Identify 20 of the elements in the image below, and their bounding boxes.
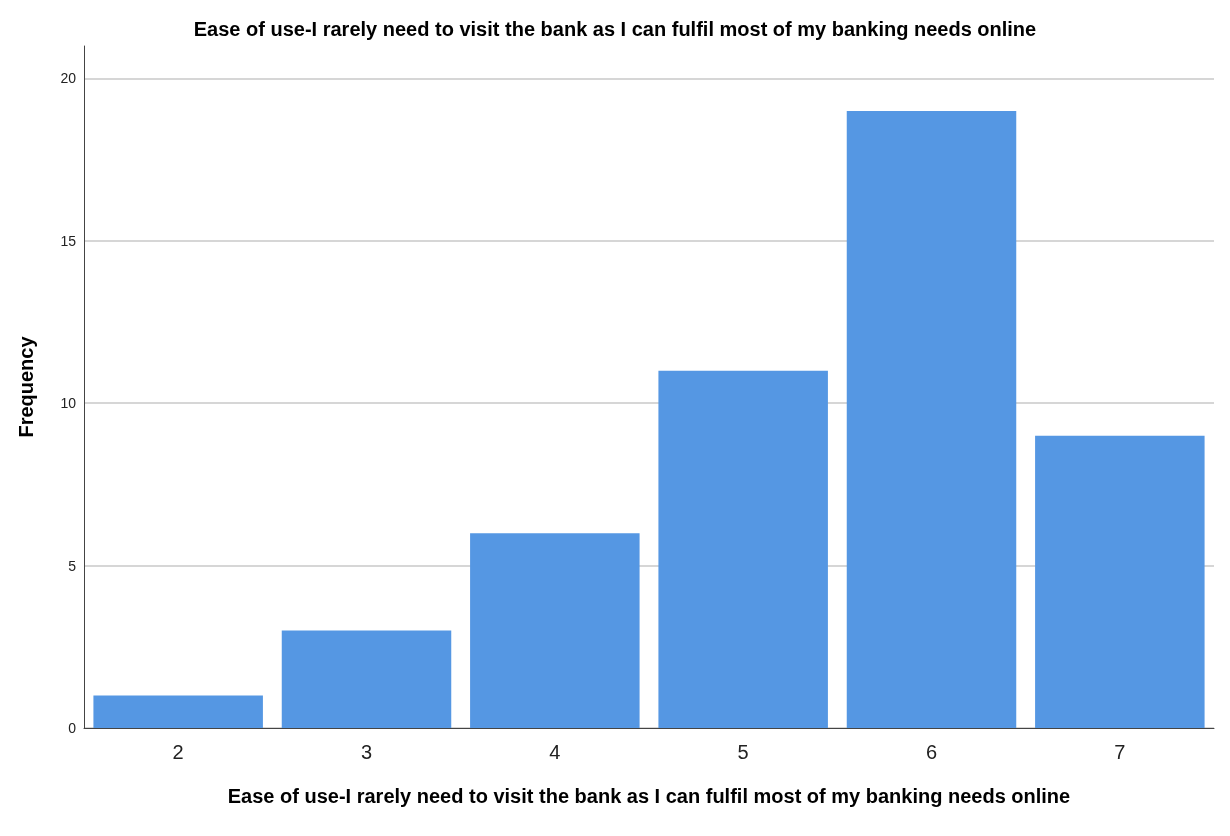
x-tick-label: 7 xyxy=(1114,741,1126,763)
bar xyxy=(1035,435,1205,728)
y-tick-label: 5 xyxy=(68,557,77,574)
x-tick-label: 6 xyxy=(925,741,938,763)
bar xyxy=(470,533,640,728)
x-tick-label: 5 xyxy=(737,741,749,763)
bar xyxy=(281,630,452,728)
y-tick-label: 15 xyxy=(60,232,77,249)
x-tick-label: 3 xyxy=(360,741,373,763)
bar xyxy=(93,695,263,728)
y-tick-label: 0 xyxy=(68,720,77,736)
chart-title: Ease of use-I rarely need to visit the bank as I can fulfil most of my banking needs online xyxy=(193,18,1037,40)
y-tick-label: 20 xyxy=(60,70,77,87)
y-axis-title: Frequency xyxy=(15,335,37,438)
y-tick-label: 10 xyxy=(60,395,77,412)
x-tick-label: 4 xyxy=(549,741,561,763)
bar xyxy=(658,370,828,728)
bar xyxy=(846,110,1017,728)
x-axis-title: Ease of use-I rarely need to visit the bank as I can fulfil most of my banking needs online xyxy=(227,785,1071,807)
x-tick-label: 2 xyxy=(172,741,184,763)
